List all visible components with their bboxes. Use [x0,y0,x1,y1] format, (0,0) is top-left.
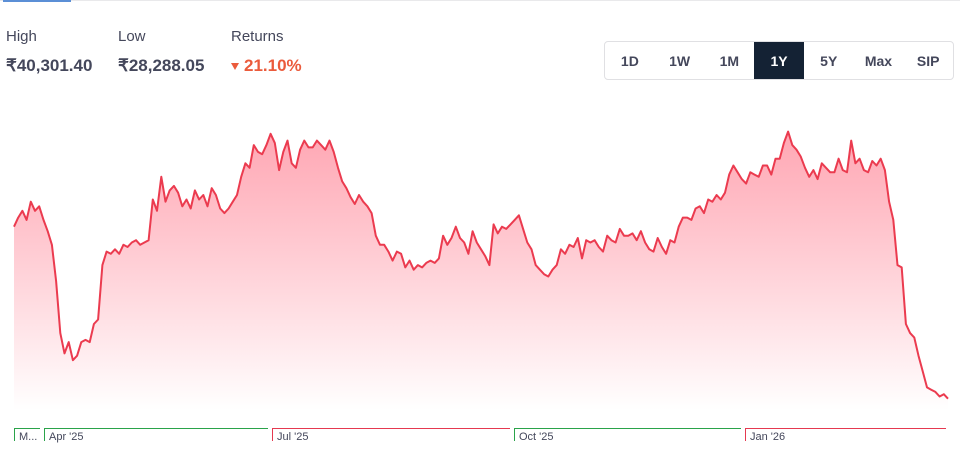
stat-low: Low ₹28,288.05 [118,28,204,76]
range-button-max[interactable]: Max [864,52,893,69]
range-button-sip[interactable]: SIP [916,52,940,69]
range-button-5y[interactable]: 5Y [820,52,838,69]
range-button-1d[interactable]: 1D [620,52,639,69]
x-axis-label: Oct '25 [519,431,554,443]
price-chart: M... Apr '25 Jul '25 Oct '25 Jan '26 [13,130,949,443]
price-line [13,130,949,400]
x-axis-label: Jul '25 [277,431,308,443]
x-axis-label: Jan '26 [750,431,785,443]
top-divider [0,0,960,1]
price-area-fill [14,131,948,410]
stat-low-value: ₹28,288.05 [118,56,205,75]
x-axis-label: Apr '25 [49,431,84,443]
stat-returns-value: 21.10% [244,56,302,75]
stat-returns-label: Returns [231,28,284,45]
stat-returns: Returns 21.10% [231,28,302,76]
stat-returns-value-row: 21.10% [231,56,302,76]
stat-high-label: High [6,28,37,45]
range-button-1m[interactable]: 1M [719,52,740,69]
down-triangle-icon [231,62,239,70]
x-axis-label: M... [19,431,37,443]
time-range-selector: 1D 1W 1M 1Y 5Y Max SIP [604,41,954,80]
stat-high: High ₹40,301.40 [6,28,92,76]
range-button-1y[interactable]: 1Y [754,42,804,79]
stat-high-value: ₹40,301.40 [6,56,93,75]
range-button-1w[interactable]: 1W [669,52,691,69]
stat-low-label: Low [118,28,146,45]
active-tab-indicator [3,0,71,2]
